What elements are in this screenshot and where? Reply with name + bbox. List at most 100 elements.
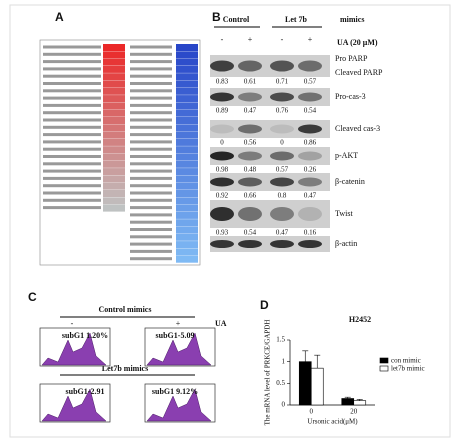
quantification: 0.48 <box>244 166 257 174</box>
text-placeholder <box>130 140 172 144</box>
band <box>298 240 322 248</box>
text-placeholder <box>130 96 172 100</box>
sign: + <box>248 35 253 44</box>
text-placeholder <box>43 169 101 173</box>
text-placeholder <box>43 111 101 115</box>
y-axis-label: The mRNA level of PRKCE/GAPDH <box>264 320 272 426</box>
text-placeholder <box>43 52 101 56</box>
sign: - <box>281 35 284 44</box>
blot-label: β-actin <box>335 239 357 248</box>
blue-cell <box>176 226 198 234</box>
gate-label: subG1 9.12% <box>152 387 198 396</box>
text-placeholder <box>43 74 101 78</box>
blue-cell <box>176 117 198 124</box>
text-placeholder <box>130 147 172 151</box>
red-cell <box>103 124 125 132</box>
band <box>270 60 294 72</box>
y-tick-label: 0 <box>282 401 286 409</box>
group-label: Control mimics <box>99 305 152 314</box>
panel-label: A <box>55 10 64 24</box>
blue-cell <box>176 241 198 249</box>
blot-label: p-AKT <box>335 151 358 160</box>
text-placeholder <box>43 155 101 158</box>
text-placeholder <box>43 162 101 166</box>
sign: - <box>221 35 224 44</box>
sign: + <box>308 35 313 44</box>
band <box>210 240 234 248</box>
text-placeholder <box>130 67 172 71</box>
band <box>210 60 234 72</box>
quantification: 0 <box>220 139 224 147</box>
text-placeholder <box>130 103 172 107</box>
blot-label: Twist <box>335 209 353 218</box>
text-placeholder <box>130 111 172 115</box>
red-cell <box>103 87 125 95</box>
quantification: 0.86 <box>304 139 317 147</box>
panel-label: D <box>260 298 269 312</box>
quantification: 0 <box>280 139 284 147</box>
quantification: 0.57 <box>304 78 317 86</box>
text-placeholder <box>43 60 101 64</box>
sign: + <box>176 319 181 328</box>
text-placeholder <box>43 67 101 71</box>
quantification: 0.47 <box>304 192 317 200</box>
red-cell <box>103 73 125 81</box>
red-cell <box>103 204 125 212</box>
text-placeholder <box>130 184 172 188</box>
text-placeholder <box>130 176 172 180</box>
histogram <box>146 388 212 422</box>
band <box>270 151 294 161</box>
group-label: Control <box>223 15 250 24</box>
panel-label: B <box>212 10 221 24</box>
blue-cell <box>176 73 198 81</box>
red-cell <box>103 175 125 183</box>
text-placeholder <box>130 118 172 122</box>
quantification: 0.54 <box>244 229 257 237</box>
blue-cell <box>176 248 198 256</box>
blot-label: Cleaved cas-3 <box>335 124 380 133</box>
gate-label: subG1-2.91 <box>66 387 105 396</box>
text-placeholder <box>43 206 101 210</box>
band <box>210 151 234 161</box>
blue-cell <box>176 124 198 132</box>
blot-label: Cleaved PARP <box>335 68 383 77</box>
y-tick-label: 1 <box>282 357 286 365</box>
bar <box>341 398 355 406</box>
blot-label: β-catenin <box>335 177 365 186</box>
blue-cell <box>176 109 198 117</box>
text-placeholder <box>43 176 101 180</box>
text-placeholder <box>130 206 172 210</box>
flow-panels: Control mimics - + UA Let7b mimics subG1… <box>39 305 227 423</box>
band <box>270 92 294 102</box>
blue-cell <box>176 58 198 66</box>
histogram <box>41 332 107 366</box>
x-tick-label: 20 <box>350 408 358 416</box>
text-placeholder <box>43 147 101 151</box>
panel-label: C <box>28 290 37 304</box>
blue-cell <box>176 190 198 197</box>
text-placeholder <box>130 191 172 195</box>
blot-label: Pro-cas-3 <box>335 92 366 101</box>
quantification: 0.98 <box>216 166 229 174</box>
band <box>298 177 322 187</box>
red-cell <box>103 160 125 168</box>
text-placeholder <box>43 140 101 144</box>
blue-cell <box>176 168 198 176</box>
text-placeholder <box>130 155 172 158</box>
band <box>298 151 322 161</box>
band <box>210 92 234 102</box>
gate-label: subG1-5.09 <box>156 331 195 340</box>
x-tick-label: 0 <box>310 408 314 416</box>
band <box>270 177 294 187</box>
group-label: mimics <box>340 15 364 24</box>
red-cell <box>103 168 125 176</box>
blue-cell <box>176 197 198 205</box>
band <box>270 207 294 221</box>
text-placeholder <box>130 235 172 239</box>
blue-cell <box>176 65 198 73</box>
ua-label: UA <box>215 319 227 328</box>
band <box>298 92 322 102</box>
red-cell <box>103 131 125 139</box>
